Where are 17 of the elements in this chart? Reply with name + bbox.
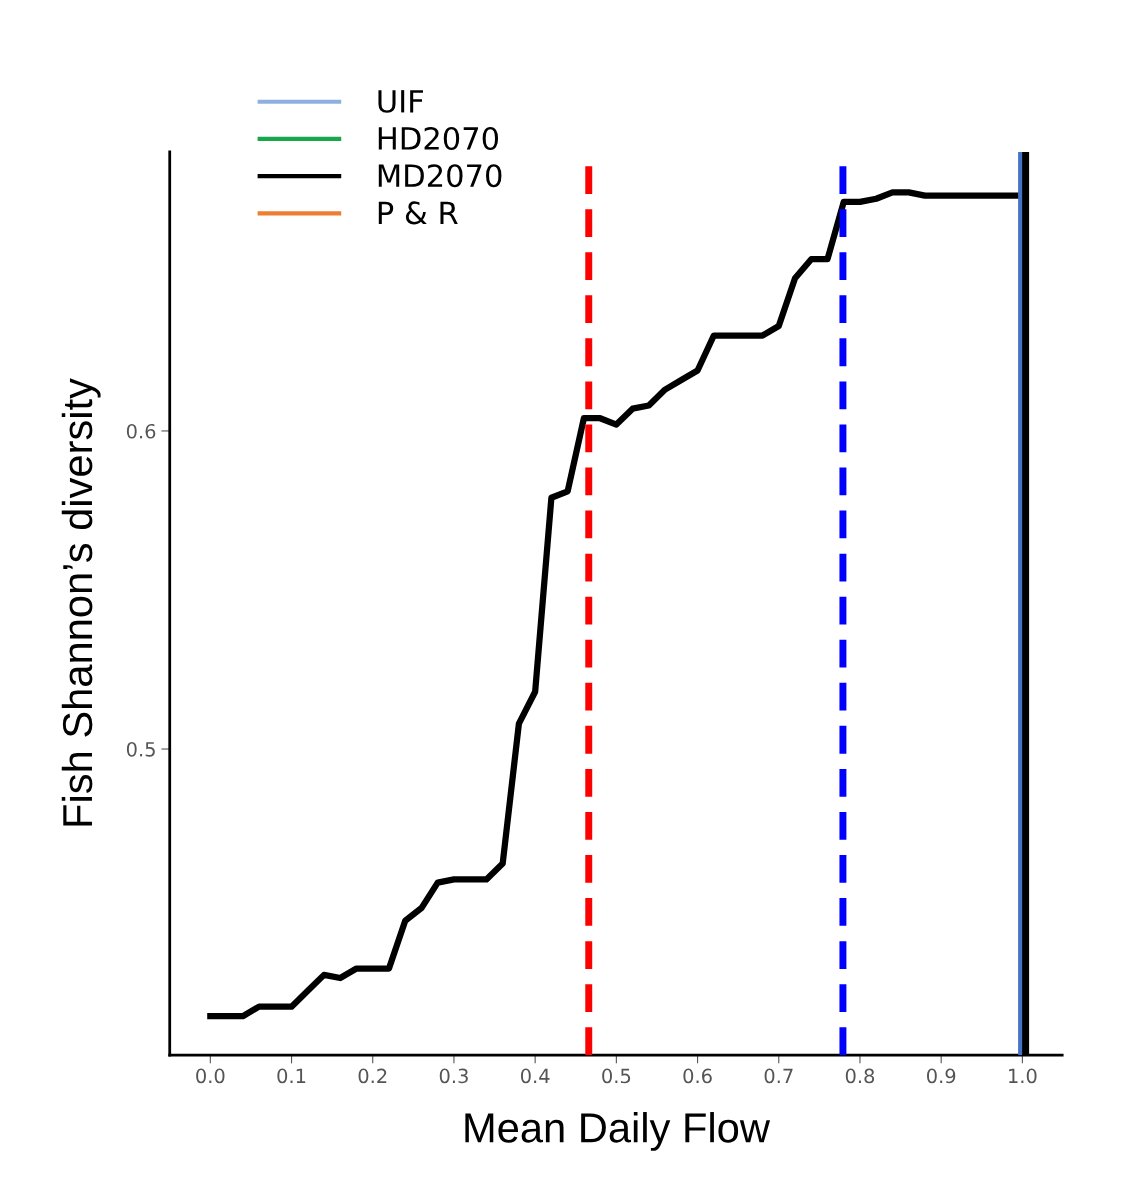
x-tick-label: 0.8 — [845, 1068, 875, 1084]
x-tick-label: 0.5 — [602, 1068, 631, 1084]
x-tick-label: 0.1 — [277, 1068, 306, 1084]
legend-label: UIF — [378, 90, 423, 113]
legend-label: MD2070 — [378, 164, 502, 188]
y-axis-title: Fish Shannon’s diversity — [61, 378, 101, 826]
x-tick-label: 1.0 — [1009, 1068, 1037, 1084]
x-tick-label: 0.0 — [196, 1068, 225, 1084]
x-tick-label: 0.4 — [520, 1068, 550, 1084]
legend-label: P & R — [378, 201, 458, 225]
x-tick-label: 0.3 — [439, 1068, 468, 1084]
x-tick-label: 0.2 — [358, 1068, 387, 1084]
x-tick-label: 0.6 — [683, 1068, 712, 1084]
x-tick-label: 0.9 — [927, 1068, 956, 1084]
legend-label: HD2070 — [378, 126, 499, 151]
x-tick-label: 0.7 — [764, 1068, 793, 1084]
x-axis-title: Mean Daily Flow — [465, 1112, 771, 1151]
